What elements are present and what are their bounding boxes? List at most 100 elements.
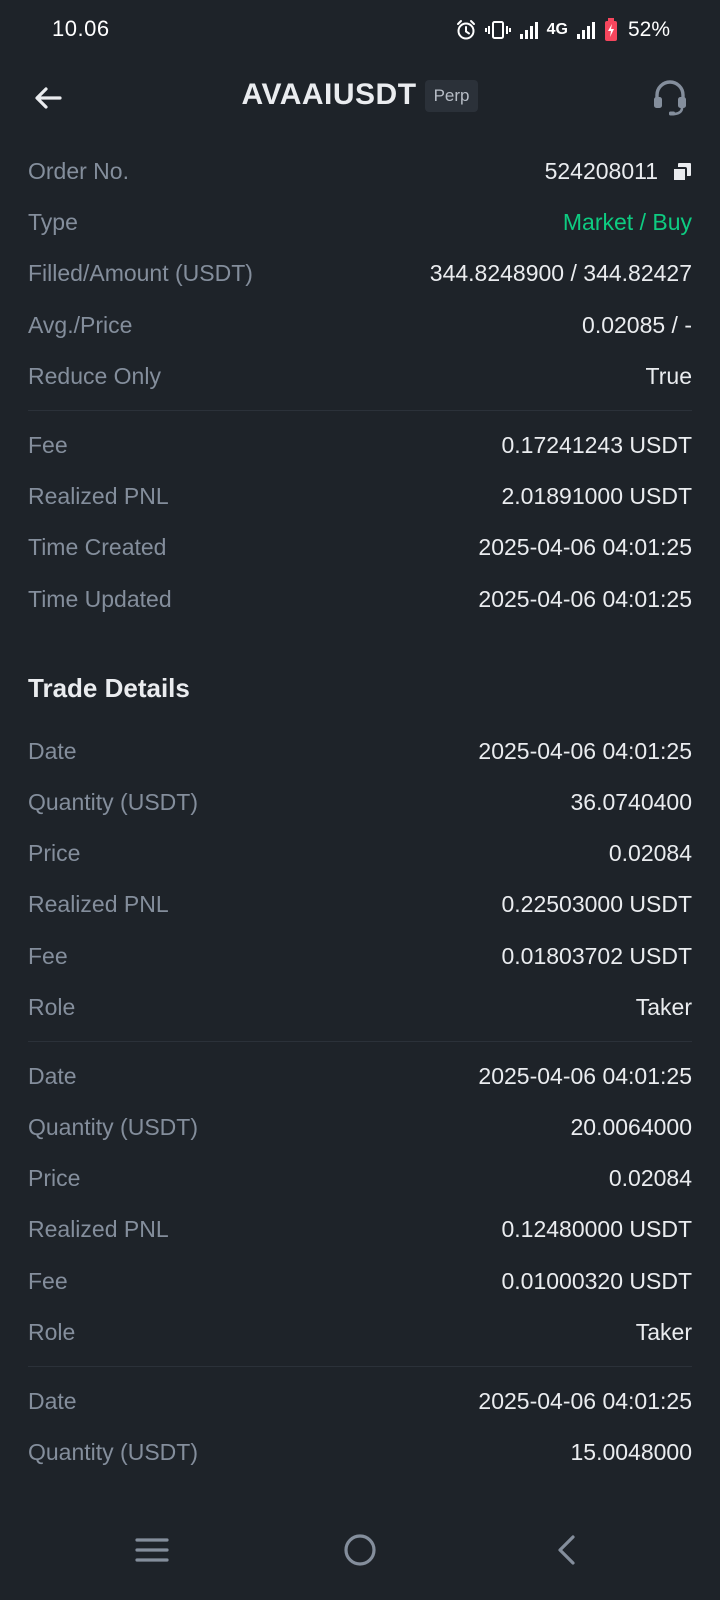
trade-price-value: 0.02084 [608,1165,692,1192]
row-label: Fee [28,1267,68,1294]
row-label: Time Created [28,534,167,561]
trade-pnl-value: 0.12480000 USDT [501,1216,692,1243]
order-number-row: Order No. 524208011 [28,146,692,197]
trade-details-title: Trade Details [28,673,190,704]
order-number-wrap: 524208011 [545,158,692,185]
network-type: 4G [546,21,568,38]
trade-fee-value: 0.01803702 USDT [501,942,692,969]
battery-percent: 52% [627,18,670,41]
trade-date-row: Date 2025-04-06 04:01:25 [28,1051,692,1102]
trade-role-row: Role Taker [28,1307,692,1358]
row-label: Avg./Price [28,311,133,338]
system-nav-bar [0,1504,720,1600]
type-row: Type Market / Buy [28,197,692,248]
trade-quantity-value: 36.0740400 [570,788,692,815]
row-label: Role [28,1318,76,1345]
trade-role-row: Role Taker [28,982,692,1033]
trade-pnl-row: Realized PNL 0.22503000 USDT [28,879,692,930]
row-label: Reduce Only [28,362,161,389]
trade-pnl-row: Realized PNL 0.12480000 USDT [28,1204,692,1255]
copy-icon[interactable] [672,162,692,182]
battery-icon [604,18,618,42]
order-detail-content: Order No. 524208011 Type Market / Buy Fi… [28,146,692,1478]
menu-icon [135,1536,169,1569]
home-button[interactable] [328,1520,392,1584]
fee-row: Fee 0.17241243 USDT [28,420,692,471]
trade-role-value: Taker [635,993,692,1020]
divider [28,409,692,411]
signal-icon [519,20,539,40]
row-label: Quantity (USDT) [28,1114,198,1141]
trade-fee-value: 0.01000320 USDT [501,1267,692,1294]
row-label: Filled/Amount (USDT) [28,260,253,287]
row-label: Price [28,840,81,867]
trade-price-value: 0.02084 [608,840,692,867]
row-label: Realized PNL [28,1216,169,1243]
status-bar: 10.06 4G 52% [0,0,720,60]
trade-fee-row: Fee 0.01000320 USDT [28,1256,692,1307]
back-arrow-icon [33,86,63,115]
recents-button[interactable] [120,1520,184,1584]
avg-price-value: 0.02085 / - [582,311,692,338]
row-label: Fee [28,942,68,969]
realized-pnl-value: 2.01891000 USDT [501,483,692,510]
realized-pnl-row: Realized PNL 2.01891000 USDT [28,471,692,522]
row-label: Time Updated [28,585,172,612]
trade-date-value: 2025-04-06 04:01:25 [478,737,692,764]
row-label: Type [28,209,78,236]
trade-price-row: Price 0.02084 [28,828,692,879]
trade-quantity-row: Quantity (USDT) 36.0740400 [28,777,692,828]
row-label: Price [28,1165,81,1192]
avg-price-row: Avg./Price 0.02085 / - [28,300,692,351]
trade-date-row: Date 2025-04-06 04:01:25 [28,726,692,777]
signal-icon [576,20,596,40]
row-label: Quantity (USDT) [28,1439,198,1466]
headset-icon [652,79,688,122]
reduce-only-row: Reduce Only True [28,351,692,402]
trade-pnl-value: 0.22503000 USDT [501,891,692,918]
row-label: Role [28,993,76,1020]
trade-date-value: 2025-04-06 04:01:25 [478,1062,692,1089]
divider [28,1040,692,1042]
filled-amount-value: 344.8248900 / 344.82427 [429,260,692,287]
alarm-icon [455,19,477,41]
back-chevron-icon [555,1534,577,1571]
section-gap [28,625,692,658]
row-label: Realized PNL [28,483,169,510]
row-label: Order No. [28,158,129,185]
vibrate-icon [484,19,511,41]
row-label: Realized PNL [28,891,169,918]
title-wrap: AVAAIUSDT Perp [0,78,720,112]
trade-quantity-row: Quantity (USDT) 15.0048000 [28,1427,692,1478]
trade-date-row: Date 2025-04-06 04:01:25 [28,1376,692,1427]
trade-quantity-value: 15.0048000 [570,1439,692,1466]
trade-date-value: 2025-04-06 04:01:25 [478,1388,692,1415]
status-icons: 4G 52% [455,17,670,43]
home-circle-icon [343,1533,377,1572]
trade-role-value: Taker [635,1318,692,1345]
filled-amount-row: Filled/Amount (USDT) 344.8248900 / 344.8… [28,248,692,299]
time-created-value: 2025-04-06 04:01:25 [478,534,692,561]
row-label: Date [28,1062,77,1089]
time-created-row: Time Created 2025-04-06 04:01:25 [28,522,692,573]
row-label: Quantity (USDT) [28,788,198,815]
trade-quantity-row: Quantity (USDT) 20.0064000 [28,1102,692,1153]
back-button[interactable] [28,82,68,118]
row-label: Date [28,1388,77,1415]
time-updated-row: Time Updated 2025-04-06 04:01:25 [28,574,692,625]
row-label: Fee [28,432,68,459]
order-number-value: 524208011 [544,158,658,185]
header: AVAAIUSDT Perp [0,70,720,130]
row-label: Date [28,737,77,764]
support-button[interactable] [648,78,692,122]
perp-badge: Perp [424,80,479,112]
time-updated-value: 2025-04-06 04:01:25 [478,585,692,612]
fee-value: 0.17241243 USDT [501,432,692,459]
divider [28,1365,692,1367]
trade-quantity-value: 20.0064000 [570,1114,692,1141]
trade-fee-row: Fee 0.01803702 USDT [28,930,692,981]
status-time: 10.06 [52,16,110,41]
order-type-value: Market / Buy [562,209,692,236]
system-back-button[interactable] [534,1520,598,1584]
trade-price-row: Price 0.02084 [28,1153,692,1204]
